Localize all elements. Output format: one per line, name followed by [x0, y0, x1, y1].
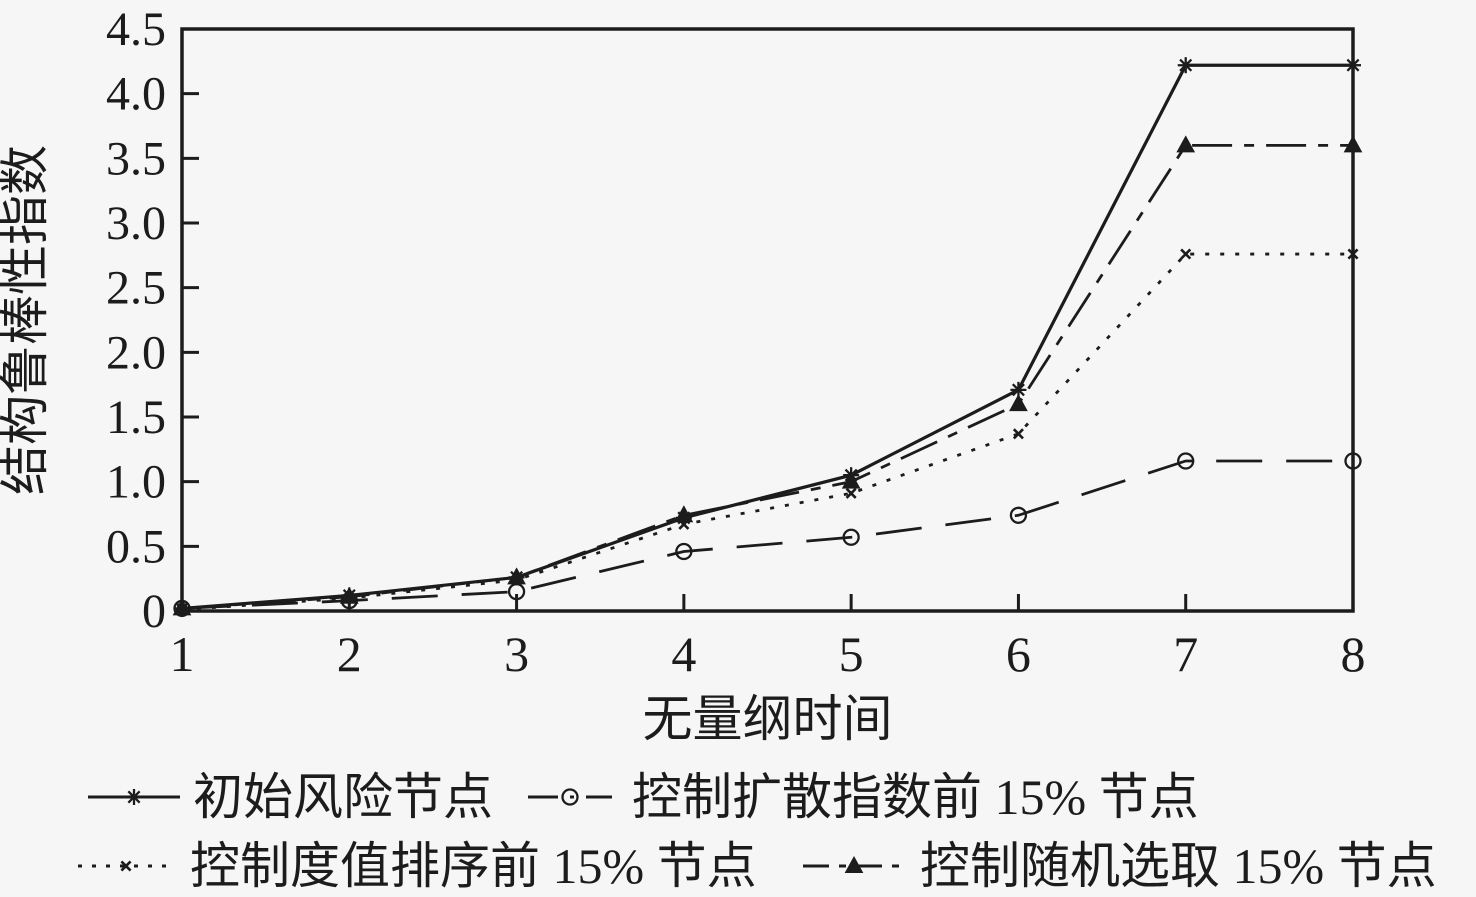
x-tick-label: 2 — [337, 626, 362, 682]
marker-triangle — [1009, 394, 1028, 412]
marker-triangle — [1343, 135, 1363, 153]
marker-asterisk — [1346, 58, 1360, 72]
y-tick-label: 2.5 — [106, 262, 166, 315]
y-tick-label: 3.5 — [106, 132, 166, 185]
y-tick-label: 0.5 — [106, 520, 166, 573]
plot-border — [180, 27, 1355, 613]
y-tick-label: 2.0 — [106, 326, 166, 379]
x-tick-label: 4 — [671, 626, 696, 682]
marker-triangle — [841, 471, 861, 489]
marker-x — [845, 487, 857, 499]
legend-label-0: 初始风险节点 — [193, 769, 493, 825]
y-tick-label: 1.0 — [106, 456, 166, 509]
marker-circle — [842, 528, 860, 546]
x-tick-label: 7 — [1173, 626, 1198, 682]
marker-asterisk — [127, 790, 141, 804]
series-line-2 — [181, 252, 1353, 612]
x-axis-title: 无量纲时间 — [643, 691, 893, 747]
x-tick-label: 6 — [1006, 626, 1031, 682]
y-tick-label: 3.0 — [106, 197, 166, 250]
marker-circle — [1009, 506, 1028, 524]
series-line-1 — [181, 459, 1353, 610]
marker-circle — [1177, 452, 1195, 470]
marker-triangle — [844, 855, 864, 873]
marker-x — [1347, 248, 1359, 260]
x-tick-label: 1 — [170, 626, 195, 682]
marker-circle — [1344, 452, 1362, 470]
legend-label-3: 控制随机选取 15% 节点 — [920, 838, 1437, 894]
marker-circle — [675, 542, 693, 561]
x-tick-label: 3 — [504, 626, 529, 682]
marker-triangle — [1176, 135, 1196, 153]
marker-triangle — [172, 598, 192, 616]
marker-triangle — [674, 505, 694, 523]
marker-x — [120, 860, 132, 872]
legend-label-2: 控制度值排序前 15% 节点 — [190, 838, 757, 894]
marker-circle — [561, 788, 579, 806]
y-tick-label: 0 — [142, 585, 166, 638]
marker-asterisk — [1011, 383, 1025, 397]
marker-asterisk — [1179, 58, 1193, 72]
marker-x — [1180, 248, 1192, 260]
marker-x — [1012, 428, 1024, 440]
y-tick-label: 4.0 — [106, 68, 166, 121]
series-line-3 — [181, 143, 1353, 610]
marker-triangle — [339, 586, 359, 604]
y-axis-title: 结构鲁棒性指数 — [0, 145, 53, 495]
legend-label-1: 控制扩散指数前 15% 节点 — [632, 769, 1199, 825]
y-tick-label: 4.5 — [106, 3, 166, 56]
marker-triangle — [507, 567, 526, 585]
series-line-0 — [181, 63, 1353, 611]
y-tick-label: 1.5 — [106, 391, 166, 444]
x-tick-label: 5 — [839, 626, 864, 682]
x-tick-label: 8 — [1341, 626, 1366, 682]
